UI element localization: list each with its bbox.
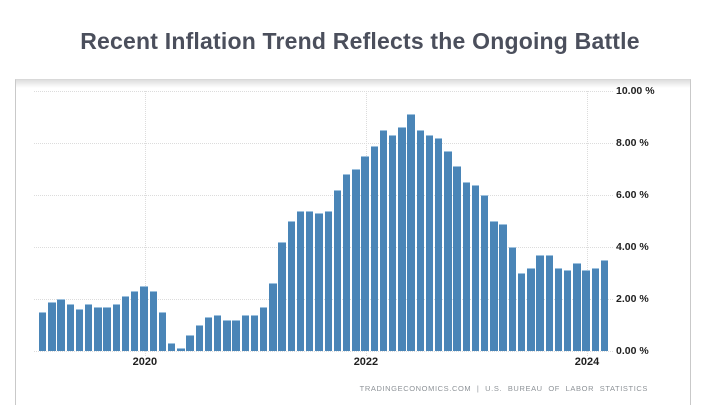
inflation-bar[interactable] <box>296 210 305 351</box>
inflation-bar[interactable] <box>232 319 240 351</box>
chart-panel: 0.00 % 2.00 % 4.00 % 6.00 % 8.00 % 10.00 % 20… <box>15 79 691 405</box>
inflation-bar[interactable] <box>158 312 167 351</box>
inflation-bar[interactable] <box>361 156 369 351</box>
inflation-bar[interactable] <box>379 130 388 351</box>
inflation-bar[interactable] <box>453 166 461 351</box>
inflation-bar[interactable] <box>269 283 277 351</box>
inflation-bar[interactable] <box>103 306 111 351</box>
page-title: Recent Inflation Trend Reflects the Ongo… <box>80 28 640 54</box>
inflation-bar[interactable] <box>342 174 351 351</box>
gridline-horizontal <box>34 91 613 92</box>
inflation-bar[interactable] <box>131 291 139 351</box>
inflation-bar[interactable] <box>85 304 93 351</box>
y-tick-label: 4.00 % <box>616 240 649 253</box>
inflation-bar[interactable] <box>306 210 314 351</box>
y-tick-label: 6.00 % <box>616 188 649 201</box>
inflation-bar[interactable] <box>444 150 452 351</box>
inflation-bar[interactable] <box>57 299 65 351</box>
inflation-bar[interactable] <box>527 267 535 351</box>
inflation-bar[interactable] <box>177 348 185 351</box>
inflation-bar[interactable] <box>499 223 507 351</box>
inflation-bar[interactable] <box>471 184 480 351</box>
panel-top-shadow <box>16 80 690 88</box>
y-tick-label: 10.00 % <box>616 84 655 97</box>
inflation-bar[interactable] <box>39 312 47 351</box>
inflation-bar[interactable] <box>591 267 599 351</box>
inflation-bar[interactable] <box>425 135 434 351</box>
inflation-bar[interactable] <box>241 314 249 351</box>
inflation-bar[interactable] <box>287 221 296 351</box>
inflation-bar[interactable] <box>517 273 526 351</box>
inflation-bar[interactable] <box>66 304 75 351</box>
gridline-vertical <box>586 91 588 356</box>
inflation-bar[interactable] <box>149 291 157 351</box>
inflation-bar[interactable] <box>167 343 176 351</box>
inflation-bar[interactable] <box>94 306 102 351</box>
inflation-bar[interactable] <box>398 127 406 351</box>
inflation-bar[interactable] <box>324 210 332 351</box>
x-tick-label: 2022 <box>353 356 379 368</box>
inflation-bar[interactable] <box>315 213 323 351</box>
inflation-bar[interactable] <box>554 267 563 351</box>
inflation-bar[interactable] <box>582 270 590 351</box>
inflation-bar[interactable] <box>250 314 259 351</box>
plot-area <box>34 91 613 356</box>
y-tick-label: 0.00 % <box>616 344 649 357</box>
gridline-vertical <box>144 91 146 356</box>
gridline-horizontal <box>34 351 613 352</box>
inflation-bar[interactable] <box>223 319 231 351</box>
inflation-bar[interactable] <box>213 314 222 351</box>
gridline-horizontal <box>34 195 613 196</box>
y-tick-label: 8.00 % <box>616 136 649 149</box>
inflation-bar[interactable] <box>140 286 148 351</box>
gridline-horizontal <box>34 143 613 144</box>
y-tick-label: 2.00 % <box>616 292 649 305</box>
inflation-bar[interactable] <box>112 304 121 351</box>
inflation-bar[interactable] <box>600 260 609 351</box>
inflation-bar[interactable] <box>416 130 424 351</box>
inflation-bar[interactable] <box>204 317 213 351</box>
inflation-bar[interactable] <box>186 335 194 351</box>
inflation-bar[interactable] <box>121 296 130 351</box>
inflation-bar[interactable] <box>388 135 397 351</box>
inflation-bar[interactable] <box>370 145 378 351</box>
inflation-bar[interactable] <box>278 241 286 351</box>
inflation-bar[interactable] <box>352 169 360 351</box>
inflation-bar[interactable] <box>260 306 268 351</box>
inflation-bar[interactable] <box>545 254 553 351</box>
inflation-bar[interactable] <box>333 189 342 351</box>
inflation-bar[interactable] <box>563 270 572 351</box>
inflation-bar[interactable] <box>75 309 84 351</box>
inflation-bar[interactable] <box>490 221 498 351</box>
gridline-horizontal <box>34 299 613 300</box>
inflation-bar[interactable] <box>48 301 56 351</box>
inflation-bar[interactable] <box>407 114 415 351</box>
inflation-bar[interactable] <box>195 325 203 351</box>
gridline-horizontal <box>34 247 613 248</box>
inflation-bar[interactable] <box>573 262 581 351</box>
inflation-bar[interactable] <box>462 182 471 351</box>
x-tick-label: 2020 <box>132 356 158 368</box>
x-tick-label: 2024 <box>574 356 600 368</box>
attribution-text: TRADINGECONOMICS.COM | U.S. BUREAU OF LA… <box>359 384 648 393</box>
inflation-bar[interactable] <box>435 137 443 351</box>
inflation-bar[interactable] <box>481 195 489 351</box>
inflation-bar[interactable] <box>536 254 544 351</box>
inflation-bar[interactable] <box>508 247 517 351</box>
